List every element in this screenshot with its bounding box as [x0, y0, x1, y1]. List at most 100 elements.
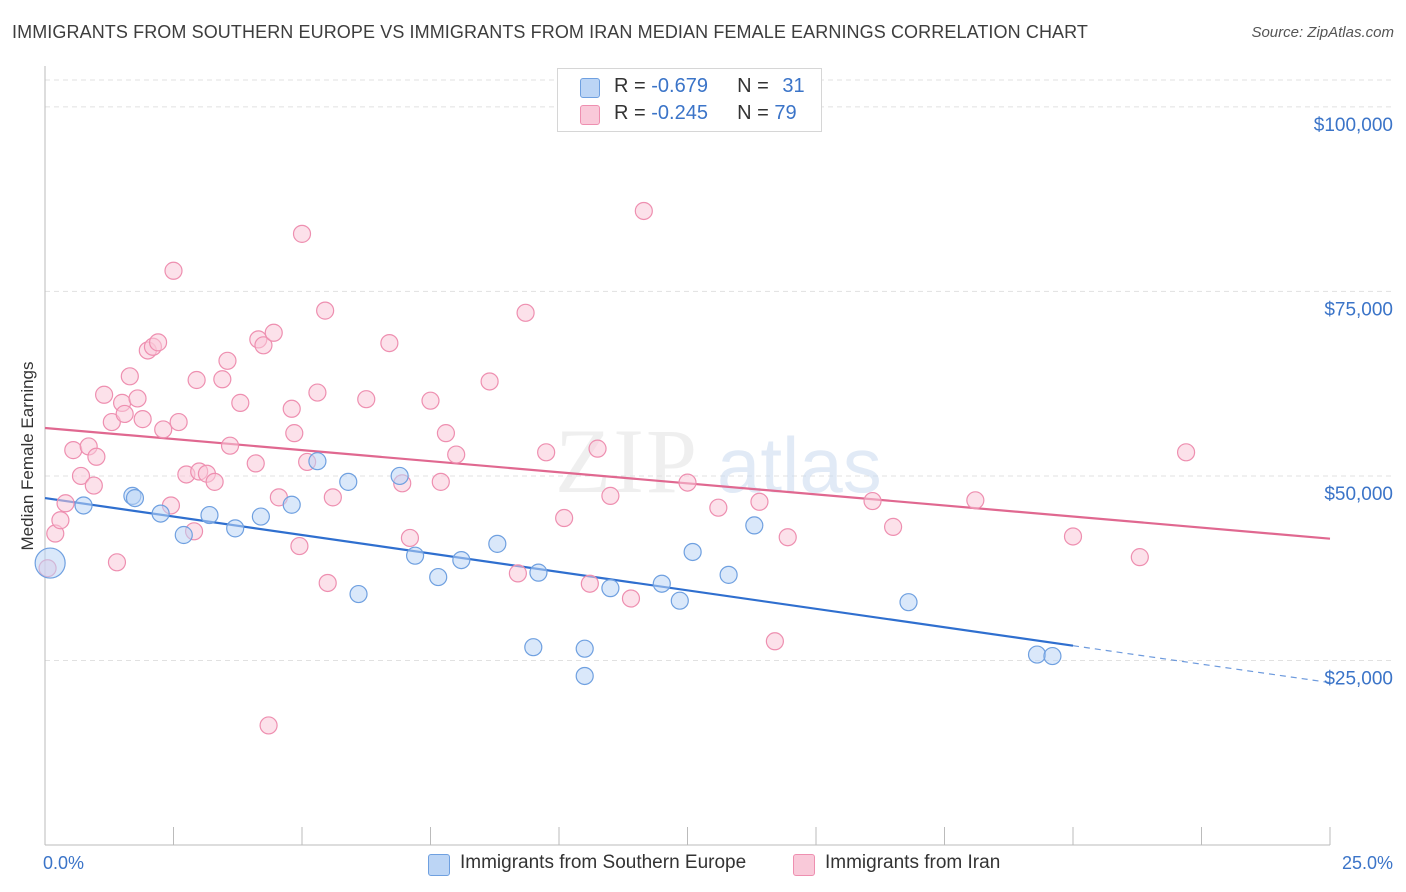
point-iran [51, 511, 70, 530]
point-iran [218, 351, 237, 370]
point-iran [447, 445, 466, 464]
bottom-legend-label-iran: Immigrants from Iran [825, 852, 1001, 873]
point-iran [164, 261, 183, 280]
point-southern-europe [251, 507, 270, 526]
point-iran [292, 224, 312, 243]
point-southern-europe [174, 525, 193, 545]
point-southern-europe [524, 638, 543, 657]
point-southern-europe [74, 496, 93, 515]
point-iran [246, 454, 265, 473]
point-iran [480, 372, 499, 391]
watermark-zip: ZIP [555, 410, 699, 512]
point-iran [220, 436, 240, 455]
bottom-legend-swatch-iran [793, 854, 815, 876]
trend-line-southern-europe-extension [1072, 645, 1331, 684]
point-southern-europe [125, 488, 145, 508]
point-iran [863, 491, 882, 511]
point-iran [56, 494, 75, 513]
x-tick-label-max: 25.0% [1342, 853, 1393, 873]
legend-n-label: N = [737, 102, 775, 124]
legend-n-label: N = [737, 75, 775, 97]
point-iran [588, 439, 607, 458]
point-iran [231, 393, 250, 412]
point-iran [316, 301, 335, 320]
data-points [34, 201, 1196, 735]
x-tick-label-min: 0.0% [43, 853, 84, 873]
point-iran [282, 399, 301, 418]
point-southern-europe [745, 516, 764, 535]
point-iran [205, 472, 224, 491]
y-tick-label: $75,000 [1324, 299, 1393, 320]
point-southern-europe [226, 519, 245, 538]
point-iran [318, 573, 337, 593]
point-southern-europe [899, 593, 918, 612]
legend-r-value: -0.679 [651, 75, 708, 97]
point-iran [601, 486, 620, 505]
point-iran [750, 492, 769, 511]
point-iran [87, 447, 106, 466]
point-iran [778, 528, 797, 547]
point-southern-europe [575, 666, 594, 686]
point-iran [290, 536, 309, 556]
legend-n-value: 79 [774, 102, 797, 124]
point-iran [259, 716, 278, 735]
point-southern-europe [200, 505, 219, 525]
point-iran [421, 391, 440, 410]
watermark: ZIP atlas [555, 410, 882, 512]
y-axis-label: Median Female Earnings [18, 362, 37, 551]
point-iran [883, 517, 903, 536]
point-iran [380, 333, 399, 353]
point-iran [357, 390, 376, 409]
point-southern-europe [452, 550, 471, 570]
point-iran [95, 385, 114, 404]
point-iran [678, 473, 697, 492]
watermark-atlas: atlas [717, 421, 882, 509]
gridlines [45, 79, 1393, 661]
point-iran [555, 508, 574, 528]
point-iran [580, 574, 599, 593]
point-iran [102, 412, 121, 432]
point-southern-europe [683, 542, 702, 562]
point-iran [213, 370, 232, 389]
point-iran [64, 441, 83, 460]
point-southern-europe [488, 534, 507, 553]
point-iran [308, 383, 327, 402]
point-iran [285, 424, 304, 443]
point-southern-europe [339, 472, 358, 491]
point-southern-europe [405, 546, 425, 565]
point-iran [1176, 443, 1196, 462]
y-tick-label: $25,000 [1324, 668, 1393, 689]
legend-n-value: 31 [782, 75, 805, 97]
point-iran [107, 553, 127, 572]
point-iran [709, 498, 728, 517]
legend-swatch-southern-europe [580, 78, 600, 98]
point-iran [133, 410, 152, 429]
point-southern-europe [601, 579, 620, 598]
point-iran [966, 491, 985, 510]
point-southern-europe [1027, 645, 1047, 664]
point-iran [537, 443, 556, 462]
point-southern-europe [390, 466, 409, 486]
trend-line-southern-europe [44, 497, 1074, 647]
bottom-legend-label-southern-europe: Immigrants from Southern Europe [460, 852, 747, 873]
legend-r-label: R = [614, 75, 652, 97]
point-southern-europe [349, 584, 368, 604]
bottom-legend-swatch-southern-europe [428, 854, 450, 876]
point-southern-europe [652, 574, 671, 593]
legend-swatch-iran [580, 105, 600, 125]
point-southern-europe [1043, 646, 1062, 666]
point-iran [516, 303, 535, 322]
point-southern-europe [308, 452, 327, 471]
legend-r-label: R = [614, 102, 652, 124]
stats-legend: R = -0.679 N = 31 R = -0.245 N = 79 [557, 68, 822, 132]
point-southern-europe [151, 504, 170, 523]
point-iran [765, 632, 784, 651]
point-iran [120, 367, 139, 386]
point-southern-europe [670, 591, 689, 610]
point-iran [1063, 527, 1083, 546]
point-iran [71, 466, 91, 486]
point-iran [431, 472, 450, 491]
point-iran [148, 333, 168, 352]
point-iran [254, 336, 273, 355]
